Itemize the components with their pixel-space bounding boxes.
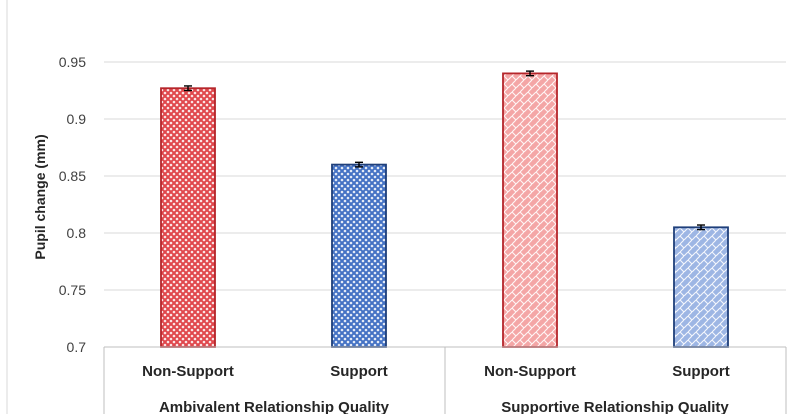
x-axis: Non-Support Support Non-Support Support Ambi…: [103, 346, 787, 414]
y-tick-labels: 0.7 0.75 0.8 0.85 0.9 0.95: [59, 54, 86, 355]
y-tick-label: 0.85: [59, 168, 86, 184]
error-bars: [184, 70, 705, 231]
bar: [160, 87, 216, 348]
x-category-label: Support: [330, 363, 388, 380]
bar: [331, 163, 387, 348]
x-group-label: Supportive Relationship Quality: [501, 399, 729, 414]
y-tick-label: 0.9: [67, 111, 87, 127]
y-tick-label: 0.8: [67, 225, 87, 241]
x-category-label: Non-Support: [142, 363, 234, 380]
bar: [502, 72, 558, 348]
y-axis-label: Pupil change (mm): [32, 134, 48, 259]
bar: [673, 226, 729, 348]
x-group-label: Ambivalent Relationship Quality: [159, 399, 390, 414]
y-tick-label: 0.7: [67, 339, 87, 355]
y-tick-label: 0.95: [59, 54, 86, 70]
x-category-label: Non-Support: [484, 363, 576, 380]
bars: [160, 72, 729, 348]
gridlines: [104, 61, 786, 291]
y-tick-label: 0.75: [59, 282, 86, 298]
x-category-label: Support: [672, 363, 730, 380]
